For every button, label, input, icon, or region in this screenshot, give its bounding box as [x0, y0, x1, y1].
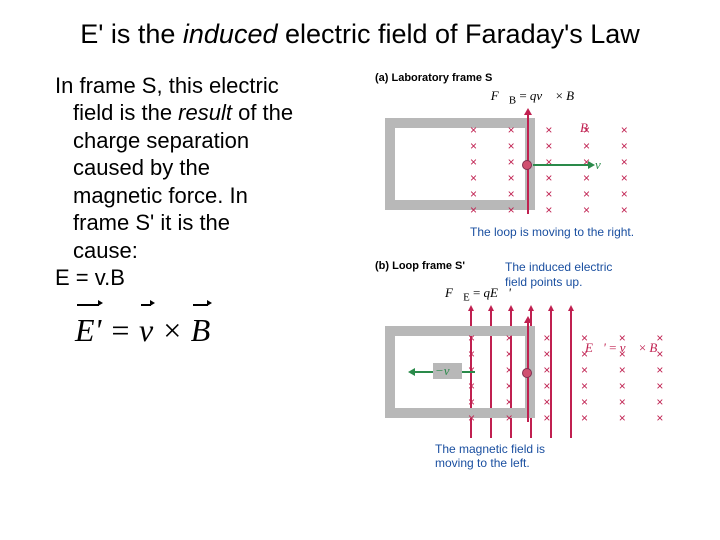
body-text-column: In frame S, this electric field is the r…: [55, 72, 355, 478]
B-label: B⃗: [580, 120, 598, 136]
body-paragraph: In frame S, this electric field is the r…: [55, 72, 355, 292]
figure-a: (a) Laboratory frame S F⃗B = qv⃗ × B⃗ × …: [375, 72, 700, 241]
title-pre: E' is the: [80, 19, 183, 49]
body-line: E = v.B: [55, 264, 355, 292]
figure-a-equation: F⃗B = qv⃗ × B⃗: [375, 88, 700, 107]
figure-b-diagram: × × × × × × × × × × × × × × × × × × × × …: [375, 308, 675, 458]
title-induced: induced: [183, 19, 278, 49]
body-line: magnetic force. In: [55, 182, 355, 210]
title-post: electric field of Faraday's Law: [277, 19, 639, 49]
vector-equation: E' = v × B: [75, 310, 355, 350]
figure-a-caption: The loop is moving to the right.: [470, 225, 634, 239]
charge-dot: [522, 368, 532, 378]
figures-column: (a) Laboratory frame S F⃗B = qv⃗ × B⃗ × …: [355, 72, 700, 478]
figure-b-label: (b) Loop frame S': [375, 260, 465, 272]
body-line: cause:: [55, 237, 355, 265]
slide-title: E' is the induced electric field of Fara…: [0, 0, 720, 62]
figure-b: (b) Loop frame S' The induced electric f…: [375, 260, 700, 457]
figure-b-caption-bottom: The magnetic field is moving to the left…: [435, 442, 575, 471]
body-line: charge separation: [55, 127, 355, 155]
eq-E: E': [75, 310, 101, 350]
eq-B: B: [191, 310, 211, 350]
figure-b-caption-right: The induced electric field points up.: [505, 260, 615, 289]
figure-a-label: (a) Laboratory frame S: [375, 72, 700, 84]
body-line: field is the result of the: [55, 99, 355, 127]
body-line: In frame S, this electric: [55, 72, 355, 100]
figure-a-diagram: × × × × × × × × × × × × × × × × × × × × …: [375, 110, 675, 240]
content-area: In frame S, this electric field is the r…: [0, 62, 720, 478]
v-label: v⃗: [595, 157, 611, 173]
body-line: caused by the: [55, 154, 355, 182]
neg-v-label: −v⃗: [433, 363, 462, 379]
body-line: frame S' it is the: [55, 209, 355, 237]
eq-v: v: [139, 310, 153, 350]
velocity-arrow: [533, 164, 588, 166]
E-prime-label: E⃗' = v⃗ × B⃗: [585, 340, 667, 356]
